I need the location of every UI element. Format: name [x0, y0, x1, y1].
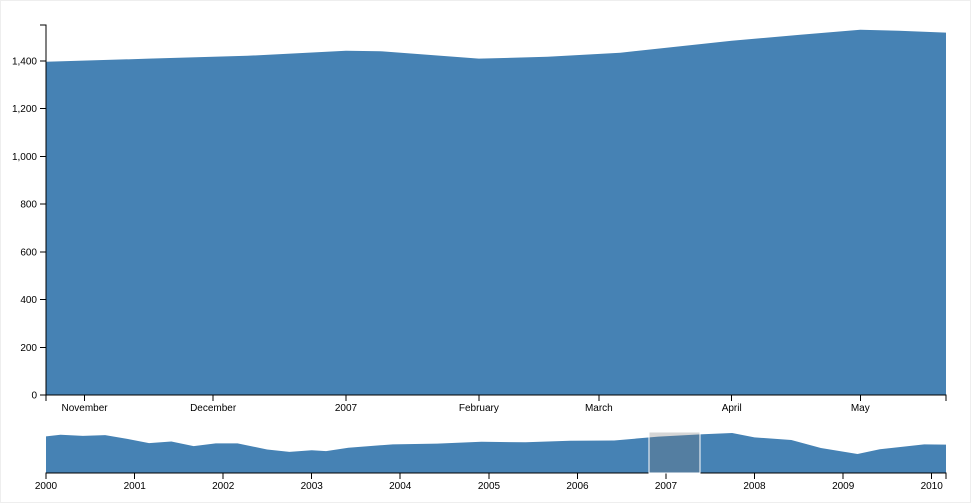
- x-axis: November December 2007 February March April Ma…: [45, 394, 947, 414]
- y-axis: 0 200 400 600 800 1,000 1,200 1,400: [12, 24, 47, 402]
- y-tick-label: 1,200: [12, 104, 37, 115]
- x-tick-label: 2009: [832, 481, 855, 492]
- y-tick-label: 200: [20, 343, 37, 354]
- y-tick-label: 400: [20, 295, 37, 306]
- y-tick-label: 800: [20, 200, 37, 211]
- x-tick-label: May: [851, 403, 870, 414]
- x-tick-label: February: [459, 403, 499, 414]
- x-tick-label: November: [62, 403, 109, 414]
- x-tick-label: 2005: [478, 481, 501, 492]
- x-axis-line: [45, 394, 947, 401]
- x-tick-label: March: [585, 403, 613, 414]
- x-tick-label: December: [190, 403, 237, 414]
- x-axis: 2000 2001 2002 2003 2004 2005 2006 2007 2008 2009…: [35, 472, 947, 492]
- x-tick-label: 2007: [655, 481, 678, 492]
- x-tick-label: 2002: [212, 481, 235, 492]
- x-tick-label: 2006: [566, 481, 589, 492]
- x-tick-label: April: [722, 403, 742, 414]
- x-tick-label: 2003: [301, 481, 324, 492]
- x-tick-label: 2008: [743, 481, 766, 492]
- x-tick-label: 2001: [124, 481, 147, 492]
- y-tick-label: 1,000: [12, 152, 37, 163]
- area: [46, 433, 946, 473]
- x-tick-label: 2000: [35, 481, 58, 492]
- panel: [46, 433, 946, 473]
- brush-selection[interactable]: [648, 431, 701, 474]
- x-tick-label: 2010: [921, 481, 944, 492]
- panel: [46, 29, 946, 395]
- y-tick-label: 0: [31, 391, 37, 402]
- y-tick-label: 1,400: [12, 56, 37, 67]
- area: [46, 29, 946, 395]
- y-tick-label: 600: [20, 247, 37, 258]
- x-tick-label: 2007: [335, 403, 358, 414]
- x-tick-label: 2004: [389, 481, 412, 492]
